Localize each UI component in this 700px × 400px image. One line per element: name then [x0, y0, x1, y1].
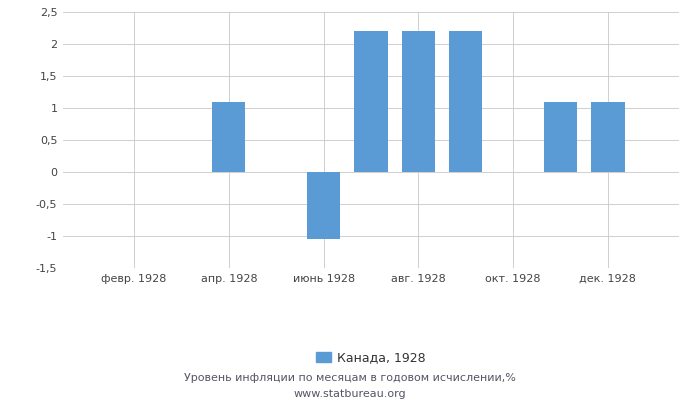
- Bar: [449, 31, 482, 172]
- Bar: [592, 102, 624, 172]
- Bar: [212, 102, 246, 172]
- Bar: [307, 172, 340, 239]
- Legend: Канада, 1928: Канада, 1928: [311, 346, 431, 369]
- Bar: [402, 31, 435, 172]
- Text: Уровень инфляции по месяцам в годовом исчислении,%: Уровень инфляции по месяцам в годовом ис…: [184, 373, 516, 383]
- Bar: [354, 31, 388, 172]
- Bar: [544, 102, 577, 172]
- Text: www.statbureau.org: www.statbureau.org: [294, 389, 406, 399]
